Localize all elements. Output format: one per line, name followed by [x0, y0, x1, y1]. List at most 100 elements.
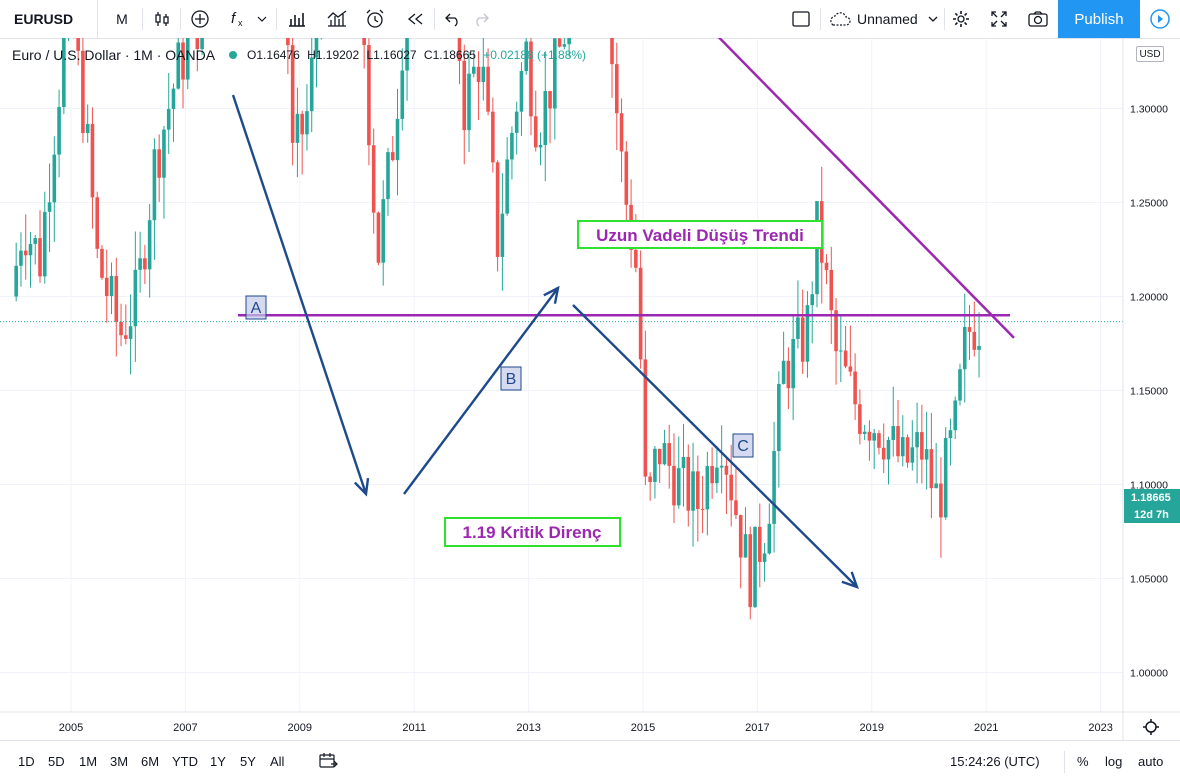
toolbar-divider: [180, 8, 181, 30]
fullscreen-layout-icon[interactable]: [786, 0, 816, 38]
candle-body: [929, 449, 934, 489]
candle-body: [367, 45, 371, 146]
candle-body: [796, 317, 800, 340]
candle-body: [119, 321, 123, 336]
candle-body: [867, 431, 872, 441]
trend-label: Uzun Vadeli Düşüş Trendi: [596, 226, 804, 245]
candle-body: [748, 534, 753, 608]
candle-body: [52, 154, 57, 203]
camera-icon[interactable]: [1022, 0, 1054, 38]
log-toggle[interactable]: log: [1105, 753, 1123, 769]
toolbar-divider: [820, 8, 821, 30]
price-tick-label: 1.10000: [1130, 480, 1168, 492]
candle-body: [839, 350, 843, 352]
clock-time[interactable]: 15:24:26 (UTC): [950, 753, 1040, 769]
candle-body: [300, 113, 304, 135]
candle-body: [147, 220, 152, 270]
candle-body: [972, 331, 977, 350]
candle-body: [114, 275, 119, 322]
currency-badge[interactable]: USD: [1136, 46, 1164, 62]
range-button-1m[interactable]: 1M: [79, 753, 98, 769]
legend-title[interactable]: Euro / U.S. Dollar · 1M · OANDA: [12, 47, 216, 63]
settings-gear-icon[interactable]: [946, 0, 976, 38]
candle-body: [19, 250, 23, 266]
price-tags: 1.18665 12d 7h: [1124, 489, 1180, 735]
svg-text:x: x: [238, 18, 243, 28]
play-icon[interactable]: [1140, 0, 1180, 38]
wave-a-label: A: [251, 300, 262, 317]
downtrend-line: [717, 38, 1015, 339]
fullscreen-icon[interactable]: [984, 0, 1014, 38]
templates-icon[interactable]: [323, 0, 351, 38]
redo-icon[interactable]: [468, 0, 494, 38]
range-button-6m[interactable]: 6M: [141, 753, 160, 769]
candle-body: [853, 371, 857, 405]
candle-body: [691, 471, 695, 511]
replay-icon[interactable]: [401, 0, 429, 38]
candle-body: [133, 269, 138, 327]
ohlc-values: O1.16476 H1.19202 L1.16027 C1.18665 +0.0…: [247, 48, 586, 62]
candle-body: [619, 113, 624, 152]
candle-body: [934, 483, 938, 489]
candle-body: [767, 523, 772, 554]
undo-icon[interactable]: [440, 0, 466, 38]
compare-plus-icon[interactable]: [186, 0, 214, 38]
candle-body: [781, 360, 786, 384]
date-range-icon[interactable]: [318, 741, 338, 781]
range-button-1y[interactable]: 1Y: [210, 753, 226, 769]
range-button-1d[interactable]: 1D: [18, 753, 35, 769]
candle-body: [467, 73, 471, 131]
resistance-label-box: [444, 517, 621, 547]
candle-body: [562, 44, 567, 47]
candle-body: [47, 202, 52, 212]
time-tick-label: 2007: [173, 722, 197, 734]
range-button-5y[interactable]: 5Y: [240, 753, 256, 769]
candle-body: [457, 38, 462, 61]
publish-button[interactable]: Publish: [1058, 0, 1140, 38]
price-tick-label: 1.30000: [1130, 104, 1168, 116]
candle-body: [910, 447, 915, 463]
bottom-toolbar: 1D 5D 1M 3M 6M YTD 1Y 5Y All 15:24:26 (UTC) % lo…: [0, 740, 1180, 783]
candle-body: [157, 149, 161, 178]
candle-body: [891, 426, 896, 440]
auto-toggle[interactable]: auto: [1138, 753, 1164, 769]
wave-b-label: B: [506, 371, 517, 388]
percent-toggle[interactable]: %: [1077, 753, 1089, 769]
candles-style-icon[interactable]: [148, 0, 176, 38]
time-tick-label: 2021: [974, 722, 998, 734]
wave-c-arrow: [572, 304, 858, 588]
candle-body: [309, 57, 314, 112]
candle-body: [138, 258, 142, 270]
candle-body: [924, 449, 929, 460]
candle-body: [85, 123, 90, 134]
symbol-search-button[interactable]: EURUSD: [0, 0, 98, 38]
range-button-all[interactable]: All: [270, 753, 285, 769]
range-button-5d[interactable]: 5D: [48, 753, 65, 769]
price-chart[interactable]: 1.00000 1.05000 1.10000 1.15000 1.20000 1.250…: [0, 38, 1180, 740]
candle-body: [171, 88, 176, 110]
financials-icon[interactable]: [283, 0, 311, 38]
candle-body: [705, 466, 710, 510]
candle-body: [810, 294, 815, 306]
candle-body: [653, 448, 657, 483]
alert-icon[interactable]: [361, 0, 389, 38]
candle-body: [900, 437, 905, 457]
time-tick-label: 2005: [59, 722, 83, 734]
range-button-3m[interactable]: 3M: [110, 753, 129, 769]
candle-body: [500, 213, 505, 257]
candle-body: [28, 243, 33, 256]
layout-menu-button[interactable]: Unnamed: [826, 0, 944, 38]
candle-body: [314, 38, 319, 58]
interval-button[interactable]: M: [116, 11, 128, 27]
candle-body: [104, 277, 109, 297]
candle-body: [514, 111, 519, 133]
candle-body: [371, 145, 376, 213]
candle-body: [305, 111, 309, 135]
candle-body: [772, 451, 776, 524]
candle-body: [200, 38, 204, 50]
candle-body: [519, 71, 524, 112]
candle-body: [753, 526, 757, 608]
range-button-ytd[interactable]: YTD: [172, 753, 198, 769]
